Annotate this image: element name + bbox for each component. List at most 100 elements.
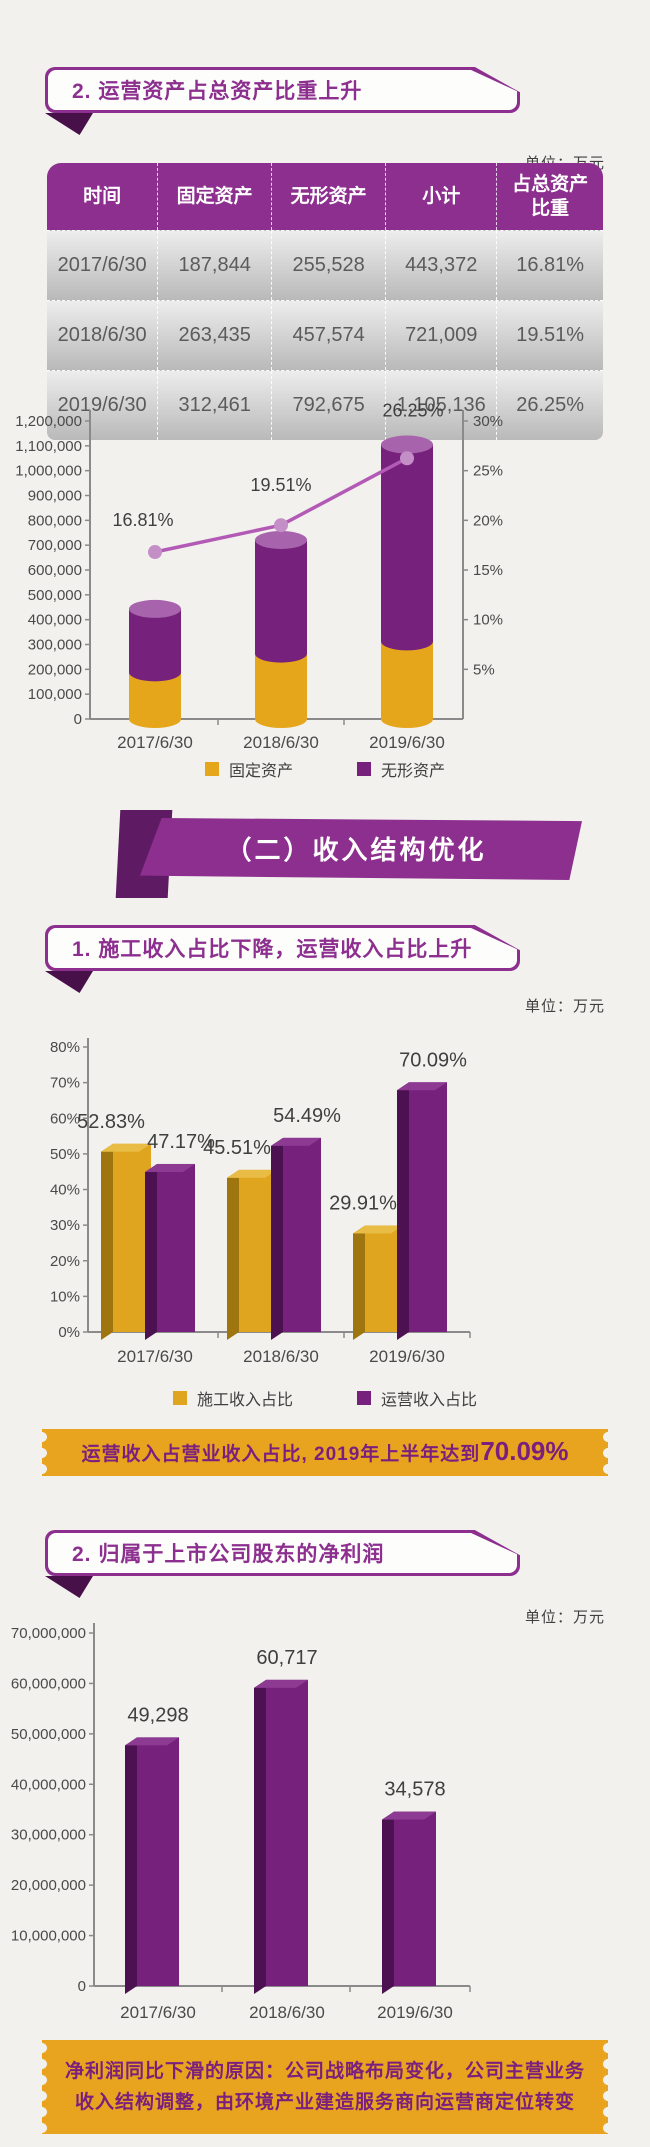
svg-text:20%: 20% xyxy=(473,512,503,529)
table-cell: 255,528 xyxy=(272,231,387,300)
banner-fold xyxy=(45,113,93,135)
bar-3d xyxy=(125,1737,179,1994)
table-cell: 187,844 xyxy=(158,231,273,300)
svg-text:2017/6/30: 2017/6/30 xyxy=(117,733,193,752)
legend-item: 固定资产 xyxy=(204,757,293,781)
table-header-cell: 无形资产 xyxy=(272,163,387,230)
svg-text:60%: 60% xyxy=(50,1110,80,1127)
svg-text:2019/6/30: 2019/6/30 xyxy=(369,1347,445,1366)
bar-3d xyxy=(382,1811,436,1994)
table-cell: 792,675 xyxy=(272,371,387,440)
table-cell: 721,009 xyxy=(386,301,498,370)
svg-text:800,000: 800,000 xyxy=(28,512,82,529)
legend-swatch xyxy=(172,1391,187,1405)
svg-text:1,000,000: 1,000,000 xyxy=(15,463,82,480)
svg-text:19.51%: 19.51% xyxy=(250,475,311,495)
svg-text:70.09%: 70.09% xyxy=(399,1049,467,1071)
section-profit-title-banner: 2. 归属于上市公司股东的净利润 xyxy=(45,1530,520,1576)
svg-text:54.49%: 54.49% xyxy=(273,1105,341,1127)
legend-item: 施工收入占比 xyxy=(172,1386,293,1410)
svg-text:16.81%: 16.81% xyxy=(112,510,173,530)
svg-text:0: 0 xyxy=(74,711,82,728)
svg-text:30%: 30% xyxy=(50,1217,80,1234)
profit-callout-banner: 净利润同比下滑的原因：公司战略布局变化，公司主营业务 收入结构调整，由环境产业建… xyxy=(42,2040,608,2134)
svg-text:2018/6/30: 2018/6/30 xyxy=(243,733,319,752)
asset-table: 时间 固定资产 无形资产 小计 占总资产比重 2017/6/30 187,844 255,52… xyxy=(47,163,603,440)
unit-label-2: 单位：万元 xyxy=(524,998,605,1015)
svg-text:40,000,000: 40,000,000 xyxy=(11,1776,86,1793)
income-chart-legend: 施工收入占比 运营收入占比 xyxy=(0,1386,650,1410)
section-income-title: 1. 施工收入占比下降，运营收入占比上升 xyxy=(72,938,473,961)
svg-text:2017/6/30: 2017/6/30 xyxy=(117,1347,193,1366)
svg-text:10%: 10% xyxy=(473,612,503,629)
table-cell: 2019/6/30 xyxy=(47,371,159,440)
svg-text:30,000,000: 30,000,000 xyxy=(11,1827,86,1844)
svg-text:70%: 70% xyxy=(50,1075,80,1092)
profit-bar-chart: 0 10,000,000 20,000,000 30,000,000 40,000,00… xyxy=(0,1615,650,2025)
income-grouped-chart: 0% 10% 20% 30% 40% 50% 60% 70% 80% 52.83% 47.17% 20… xyxy=(0,1030,650,1400)
income-grouped-chart-svg: 0% 10% 20% 30% 40% 50% 60% 70% 80% 52.83%47.17% 20… xyxy=(50,1038,471,1366)
banner-face: 1. 施工收入占比下降，运营收入占比上升 xyxy=(48,928,517,968)
svg-text:2018/6/30: 2018/6/30 xyxy=(249,2003,325,2022)
bar-3d xyxy=(271,1137,321,1340)
table-cell: 16.81% xyxy=(516,254,585,276)
svg-text:52.83%: 52.83% xyxy=(77,1111,145,1133)
table-row: 2017/6/30 187,844 255,528 443,372 16.81% xyxy=(47,230,603,300)
table-header-row: 时间 固定资产 无形资产 小计 占总资产比重 xyxy=(47,163,603,230)
svg-text:700,000: 700,000 xyxy=(28,537,82,554)
svg-text:60,717: 60,717 xyxy=(256,1647,317,1669)
svg-text:900,000: 900,000 xyxy=(28,488,82,505)
svg-text:25%: 25% xyxy=(473,463,503,480)
svg-text:20%: 20% xyxy=(50,1253,80,1270)
svg-text:26.25%: 26.25% xyxy=(382,400,443,420)
svg-text:47.17%: 47.17% xyxy=(147,1131,215,1153)
table-cell: 312,461 xyxy=(158,371,273,440)
svg-text:2017/6/30: 2017/6/30 xyxy=(120,2003,196,2022)
bar-3d xyxy=(397,1082,447,1340)
legend-label: 施工收入占比 xyxy=(196,1392,293,1409)
income-callout-highlight: 70.09% xyxy=(480,1435,569,1466)
table-row: 2018/6/30 263,435 457,574 721,009 19.51% xyxy=(47,300,603,370)
section-profit-title: 2. 归属于上市公司股东的净利润 xyxy=(72,1543,385,1566)
svg-text:500,000: 500,000 xyxy=(28,587,82,604)
table-cell: 26.25% xyxy=(516,394,585,416)
table-cell: 2018/6/30 xyxy=(47,301,159,370)
svg-text:50%: 50% xyxy=(50,1146,80,1163)
table-cell: 263,435 xyxy=(158,301,273,370)
svg-text:34,578: 34,578 xyxy=(384,1779,445,1801)
banner-fold xyxy=(45,971,93,993)
table-header-cell: 占总资产比重 xyxy=(512,173,589,219)
profit-callout-line-2: 收入结构调整，由环境产业建造服务商向运营商定位转变 xyxy=(74,2092,575,2113)
svg-text:300,000: 300,000 xyxy=(28,637,82,654)
stacked-cylinder-bar xyxy=(255,530,307,728)
table-cell: 2017/6/30 xyxy=(47,231,159,300)
profit-callout-line-1: 净利润同比下滑的原因：公司战略布局变化，公司主营业务 xyxy=(64,2061,585,2082)
svg-text:100,000: 100,000 xyxy=(28,686,82,703)
income-callout-text: 运营收入占营业收入占比, 2019年上半年达到70.09% xyxy=(81,1435,569,1466)
legend-item: 无形资产 xyxy=(357,757,445,781)
section-asset-title-banner: 2. 运营资产占总资产比重上升 xyxy=(45,67,520,113)
svg-text:15%: 15% xyxy=(473,562,503,579)
table-row: 2019/6/30 312,461 792,675 1,105,136 26.25% xyxy=(47,370,603,440)
banner-face: 2. 运营资产占总资产比重上升 xyxy=(48,70,517,110)
svg-text:1,100,000: 1,100,000 xyxy=(15,438,82,455)
svg-text:30%: 30% xyxy=(473,413,503,430)
legend-label: 运营收入占比 xyxy=(381,1392,478,1409)
svg-text:2018/6/30: 2018/6/30 xyxy=(243,1347,319,1366)
svg-text:0%: 0% xyxy=(58,1324,80,1341)
section-income-title-banner: 1. 施工收入占比下降，运营收入占比上升 xyxy=(45,925,520,971)
legend-swatch xyxy=(357,1391,371,1405)
svg-text:10,000,000: 10,000,000 xyxy=(11,1928,86,1945)
svg-text:60,000,000: 60,000,000 xyxy=(11,1675,86,1692)
profit-bar-chart-svg: 0 10,000,000 20,000,000 30,000,000 40,000,00… xyxy=(11,1623,471,2022)
stacked-cylinder-bar xyxy=(129,599,181,728)
section-asset-title: 2. 运营资产占总资产比重上升 xyxy=(72,80,363,103)
svg-text:0: 0 xyxy=(78,1978,86,1995)
asset-chart-legend: 固定资产 无形资产 xyxy=(0,757,650,781)
table-cell: 457,574 xyxy=(272,301,387,370)
svg-text:70,000,000: 70,000,000 xyxy=(11,1625,86,1642)
bar-3d xyxy=(145,1163,195,1340)
svg-text:45.51%: 45.51% xyxy=(203,1137,271,1159)
banner-face: 2. 归属于上市公司股东的净利润 xyxy=(48,1533,517,1573)
